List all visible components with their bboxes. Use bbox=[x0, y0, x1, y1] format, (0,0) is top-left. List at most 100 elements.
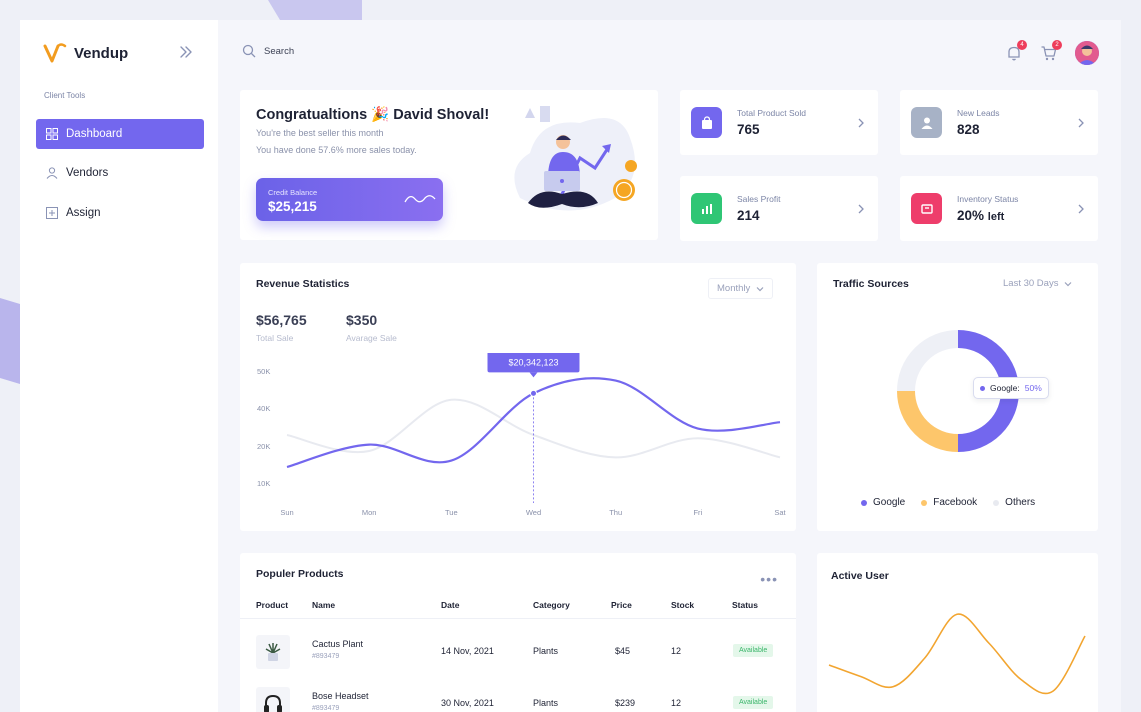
sidebar-item-label: Assign bbox=[66, 207, 101, 219]
stat-label: Sales Profit bbox=[737, 194, 781, 204]
card-title: Traffic Sources bbox=[833, 278, 909, 290]
x-tick-label: Wed bbox=[526, 508, 541, 517]
grid-icon bbox=[46, 128, 58, 140]
background-shape bbox=[0, 298, 20, 384]
shopping-bag-icon bbox=[691, 107, 722, 138]
sidebar: Vendup Client Tools Dashboard Vendors As… bbox=[20, 20, 218, 712]
traffic-donut-chart bbox=[897, 330, 1019, 452]
popular-products-card: Populer Products ••• Product Name Date C… bbox=[240, 553, 796, 712]
sidebar-item-vendors[interactable]: Vendors bbox=[36, 158, 204, 188]
background-shape bbox=[268, 0, 362, 20]
congrats-title: Congratualtions 🎉 David Shoval! bbox=[256, 107, 490, 123]
table-row[interactable]: Bose Headset #893479 30 Nov, 2021 Plants… bbox=[240, 677, 796, 712]
stat-card-sales-profit[interactable]: Sales Profit 214 bbox=[680, 176, 878, 241]
bar-chart-icon bbox=[691, 193, 722, 224]
divider bbox=[240, 618, 796, 619]
bell-icon bbox=[1008, 46, 1020, 61]
collapse-sidebar-icon[interactable] bbox=[178, 44, 194, 60]
legend-item-facebook: Facebook bbox=[921, 497, 977, 508]
average-sale-value: $350 bbox=[346, 312, 378, 328]
stat-label: Total Product Sold bbox=[737, 108, 806, 118]
legend-dot bbox=[861, 499, 867, 506]
legend-label: Others bbox=[1005, 497, 1036, 508]
notifications-button[interactable]: 4 bbox=[1005, 40, 1027, 62]
stat-card-inventory-status[interactable]: Inventory Status 20% left bbox=[900, 176, 1098, 241]
credit-value: $25,215 bbox=[268, 199, 317, 214]
traffic-legend: Google Facebook Others bbox=[861, 497, 1035, 508]
series-line-secondary bbox=[286, 398, 781, 459]
card-title: Revenue Statistics bbox=[256, 278, 350, 290]
legend-dot bbox=[980, 385, 985, 391]
column-header: Name bbox=[312, 600, 336, 610]
product-sku: #893479 bbox=[312, 653, 340, 660]
search-icon[interactable] bbox=[242, 44, 256, 58]
y-tick-label: 10K bbox=[257, 479, 270, 488]
status-badge: Available bbox=[733, 644, 774, 657]
chevron-right-icon[interactable] bbox=[1076, 204, 1086, 214]
product-price: $45 bbox=[615, 646, 631, 656]
section-label: Client Tools bbox=[44, 91, 86, 100]
cart-icon bbox=[1041, 46, 1057, 61]
tooltip-label: Google: bbox=[990, 383, 1020, 393]
legend-item-google: Google bbox=[861, 497, 905, 508]
period-dropdown[interactable]: Last 30 Days bbox=[995, 274, 1080, 293]
tooltip-value: 50% bbox=[1024, 383, 1042, 393]
chevron-right-icon[interactable] bbox=[856, 204, 866, 214]
average-sale-label: Avarage Sale bbox=[346, 333, 397, 343]
cart-button[interactable]: 2 bbox=[1040, 40, 1062, 62]
stat-value: 20% left bbox=[957, 208, 1004, 223]
stat-card-total-product-sold[interactable]: Total Product Sold 765 bbox=[680, 90, 878, 155]
search-bar bbox=[242, 44, 424, 58]
seller-illustration bbox=[514, 106, 637, 211]
chevron-right-icon[interactable] bbox=[1076, 118, 1086, 128]
x-tick-label: Fri bbox=[693, 508, 702, 517]
tooltip-box bbox=[487, 353, 580, 373]
product-name: Cactus Plant bbox=[312, 639, 364, 649]
avatar[interactable] bbox=[1075, 41, 1099, 65]
chevron-right-icon[interactable] bbox=[856, 118, 866, 128]
dashboard-app: Vendup Client Tools Dashboard Vendors As… bbox=[20, 20, 1121, 712]
legend-dot bbox=[993, 499, 1000, 506]
logo-icon bbox=[43, 43, 67, 63]
more-options-icon[interactable]: ••• bbox=[760, 571, 778, 587]
y-tick-label: 40K bbox=[257, 404, 270, 413]
search-input[interactable] bbox=[264, 45, 424, 57]
stat-card-new-leads[interactable]: New Leads 828 bbox=[900, 90, 1098, 155]
card-title: Populer Products bbox=[256, 568, 344, 580]
donut-slice-facebook[interactable] bbox=[897, 390, 959, 452]
x-tick-label: Mon bbox=[362, 508, 377, 517]
column-header: Stock bbox=[671, 600, 695, 610]
donut-slice-others[interactable] bbox=[897, 330, 959, 392]
sidebar-item-assign[interactable]: Assign bbox=[36, 198, 204, 228]
legend-item-others: Others bbox=[993, 497, 1035, 508]
y-tick-label: 50K bbox=[257, 367, 270, 376]
stat-value: 828 bbox=[957, 122, 980, 137]
box-icon bbox=[911, 193, 942, 224]
product-category: Plants bbox=[533, 646, 559, 656]
column-header: Product bbox=[256, 600, 289, 610]
tooltip-arrow bbox=[529, 372, 538, 378]
stat-label: New Leads bbox=[957, 108, 1000, 118]
x-tick-label: Thu bbox=[609, 508, 622, 517]
stat-label: Inventory Status bbox=[957, 194, 1019, 204]
stat-value: 765 bbox=[737, 122, 760, 137]
sidebar-item-dashboard[interactable]: Dashboard bbox=[36, 119, 204, 149]
status-badge: Available bbox=[733, 696, 774, 709]
logo[interactable]: Vendup bbox=[42, 40, 128, 66]
table-row[interactable]: Cactus Plant #893479 14 Nov, 2021 Plants… bbox=[240, 625, 796, 677]
sidebar-item-label: Dashboard bbox=[66, 128, 123, 140]
period-dropdown[interactable]: Monthly bbox=[708, 278, 774, 299]
legend-dot bbox=[921, 499, 928, 506]
legend-label: Google bbox=[873, 497, 906, 508]
stat-value-suffix: left bbox=[987, 211, 1005, 223]
revenue-statistics-card: Revenue Statistics Monthly $56,765 Total… bbox=[240, 263, 796, 531]
highlight-point[interactable] bbox=[530, 389, 537, 397]
stat-value-number: 20% bbox=[957, 208, 985, 223]
total-sale-label: Total Sale bbox=[256, 333, 294, 343]
credit-balance-button[interactable]: Credit Balance $25,215 bbox=[256, 178, 443, 221]
x-tick-label: Tue bbox=[445, 508, 458, 517]
product-name: Bose Headset bbox=[312, 691, 369, 701]
x-tick-label: Sat bbox=[774, 508, 786, 517]
column-header: Date bbox=[441, 600, 460, 610]
dropdown-value: Monthly bbox=[717, 283, 751, 294]
